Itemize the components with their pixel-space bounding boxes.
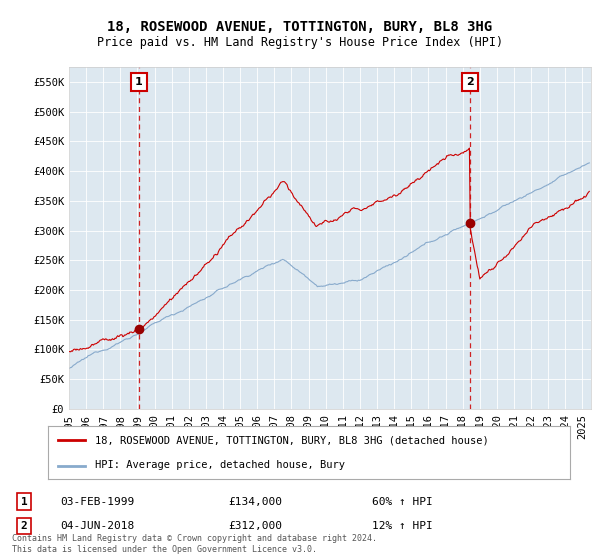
Text: 04-JUN-2018: 04-JUN-2018: [60, 521, 134, 531]
Text: 03-FEB-1999: 03-FEB-1999: [60, 497, 134, 507]
Text: 2: 2: [466, 77, 474, 87]
Text: 18, ROSEWOOD AVENUE, TOTTINGTON, BURY, BL8 3HG: 18, ROSEWOOD AVENUE, TOTTINGTON, BURY, B…: [107, 20, 493, 34]
Text: 18, ROSEWOOD AVENUE, TOTTINGTON, BURY, BL8 3HG (detached house): 18, ROSEWOOD AVENUE, TOTTINGTON, BURY, B…: [95, 436, 489, 446]
Text: 2: 2: [20, 521, 28, 531]
Text: 12% ↑ HPI: 12% ↑ HPI: [372, 521, 433, 531]
Text: 1: 1: [135, 77, 143, 87]
Text: Price paid vs. HM Land Registry's House Price Index (HPI): Price paid vs. HM Land Registry's House …: [97, 36, 503, 49]
Text: HPI: Average price, detached house, Bury: HPI: Average price, detached house, Bury: [95, 460, 345, 470]
Text: Contains HM Land Registry data © Crown copyright and database right 2024.
This d: Contains HM Land Registry data © Crown c…: [12, 534, 377, 553]
Text: £312,000: £312,000: [228, 521, 282, 531]
Text: 1: 1: [20, 497, 28, 507]
Text: 60% ↑ HPI: 60% ↑ HPI: [372, 497, 433, 507]
Text: £134,000: £134,000: [228, 497, 282, 507]
